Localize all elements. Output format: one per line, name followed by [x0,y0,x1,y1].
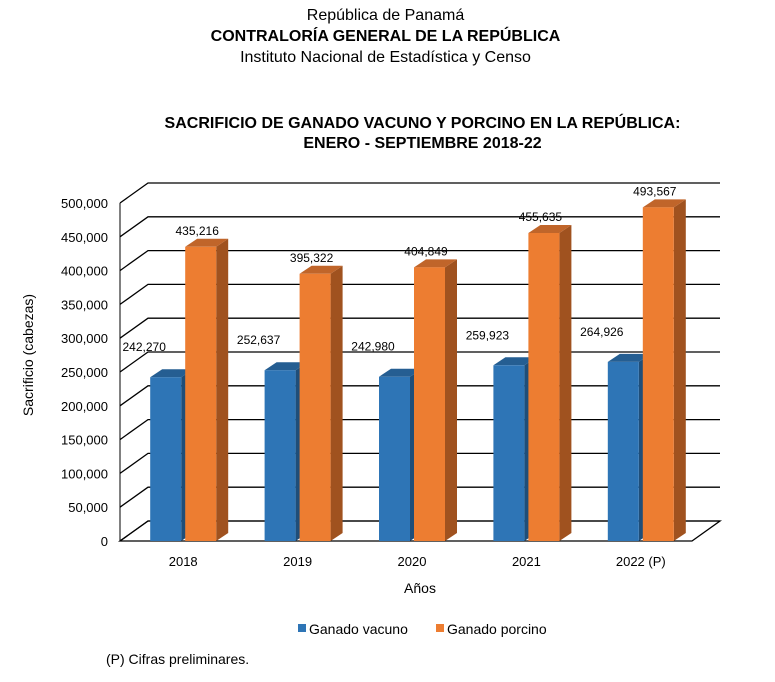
y-tick-label: 50,000 [68,500,108,515]
gridline [119,182,720,204]
footnote: (P) Cifras preliminares. [106,651,250,667]
legend-swatch [436,624,444,632]
header-country: República de Panamá [306,7,465,24]
bar-top [642,199,686,208]
y-tick-label: 250,000 [61,365,108,380]
y-tick-label: 200,000 [61,399,108,414]
data-label: 395,322 [290,251,334,265]
y-tick-label: 500,000 [61,196,108,211]
bar-side [330,265,343,541]
x-tick-label: 2020 [398,554,427,569]
x-tick-label: 2022 (P) [616,554,666,569]
data-label: 435,216 [176,224,220,238]
chart-title-line1: SACRIFICIO DE GANADO VACUNO Y PORCINO EN… [164,115,681,132]
data-label: 455,635 [519,210,563,224]
bar-porcino [414,267,445,541]
bar-side [559,224,572,542]
data-label: 264,926 [580,325,624,339]
y-tick-label: 300,000 [61,331,108,346]
bar-porcino [185,246,217,541]
bar-vacuno [607,361,639,541]
bar-side [673,199,686,542]
bar-top [299,265,343,274]
y-tick-label: 150,000 [61,433,108,448]
data-label: 404,849 [404,244,448,258]
bar-vacuno [379,376,410,541]
header-institution: CONTRALORÍA GENERAL DE LA REPÚBLICA [210,28,561,45]
bar-top [379,368,422,377]
bar-side [445,259,457,541]
bar-porcino [528,232,560,542]
bar-porcino [642,207,674,542]
bar-vacuno [264,370,296,541]
y-tick-label: 400,000 [61,264,108,279]
y-tick-label: 450,000 [61,230,108,245]
gridline [119,216,720,238]
bar-vacuno [150,377,182,541]
x-tick-label: 2018 [169,554,198,569]
x-tick-label: 2019 [283,554,312,569]
bar-top [528,224,572,233]
y-tick-label: 0 [101,534,108,549]
bar-porcino [299,273,331,541]
data-label: 493,567 [633,184,677,198]
bar-top [493,357,537,366]
data-label: 242,980 [351,340,395,354]
legend-swatch [298,624,306,632]
bar-top [607,353,651,362]
bar-top [264,362,308,371]
x-tick-label: 2021 [512,554,541,569]
data-label: 242,270 [123,340,167,354]
bar-top [185,238,229,247]
legend-label: Ganado porcino [447,621,547,637]
x-axis-title: Años [404,580,436,596]
bar-vacuno [493,365,525,541]
chart-title-line2: ENERO - SEPTIEMBRE 2018-22 [303,135,542,152]
legend-label: Ganado vacuno [309,621,408,637]
y-tick-label: 350,000 [61,297,108,312]
data-label: 259,923 [466,328,510,342]
bar-top [414,259,457,268]
bar-top [150,369,194,378]
header-institute: Instituto Nacional de Estadística y Cens… [240,49,531,66]
y-axis-title: Sacrificio (cabezas) [20,294,36,416]
data-label: 252,637 [237,333,281,347]
bar-side [216,238,229,541]
y-tick-label: 100,000 [61,466,108,481]
